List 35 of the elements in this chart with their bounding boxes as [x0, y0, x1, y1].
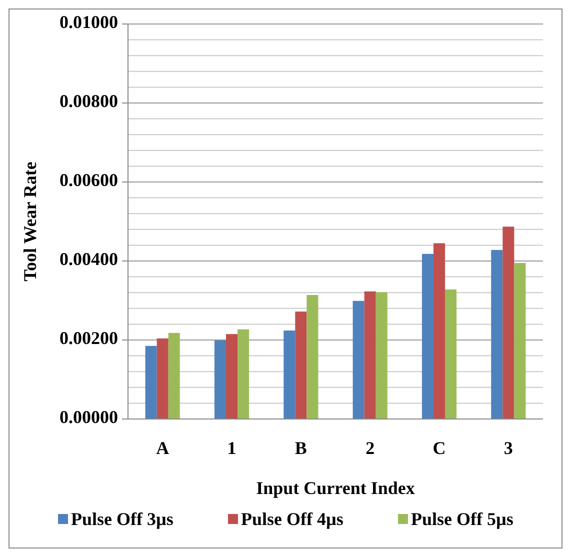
legend-label: Pulse Off 4µs [241, 509, 344, 530]
y-tick-label: 0.00200 [60, 328, 118, 348]
x-tick-label: B [294, 438, 307, 458]
bar [145, 346, 157, 419]
bar [364, 291, 376, 419]
bar [433, 243, 446, 419]
bar [295, 312, 307, 419]
x-tick-label: 1 [227, 438, 236, 458]
bar [306, 294, 318, 419]
y-tick-label: 0.00800 [60, 91, 118, 112]
bar [156, 338, 168, 419]
bar [168, 332, 180, 419]
y-tick-label: 0.00600 [60, 170, 118, 190]
bar [514, 262, 526, 419]
y-axis-title: Tool Wear Rate [20, 162, 40, 282]
bar [214, 340, 226, 419]
x-tick-label: 2 [366, 438, 375, 458]
y-tick-label: 0.00400 [60, 249, 118, 270]
bar [445, 289, 457, 419]
bar [422, 254, 434, 419]
bar [352, 300, 364, 419]
bar [491, 250, 503, 419]
y-tick-label: 0.00000 [60, 407, 118, 428]
legend-label: Pulse Off 3µs [71, 509, 174, 530]
bar [502, 226, 514, 419]
bar [376, 292, 388, 419]
bar [226, 334, 238, 419]
x-axis-title: Input Current Index [256, 478, 415, 498]
x-tick-label: C [432, 438, 446, 458]
legend-label: Pulse Off 5µs [411, 509, 514, 530]
bar [284, 330, 296, 419]
y-tick-label: 0.01000 [60, 12, 118, 32]
bar [238, 329, 250, 419]
x-tick-label: 3 [504, 438, 513, 458]
x-tick-label: A [156, 438, 170, 458]
